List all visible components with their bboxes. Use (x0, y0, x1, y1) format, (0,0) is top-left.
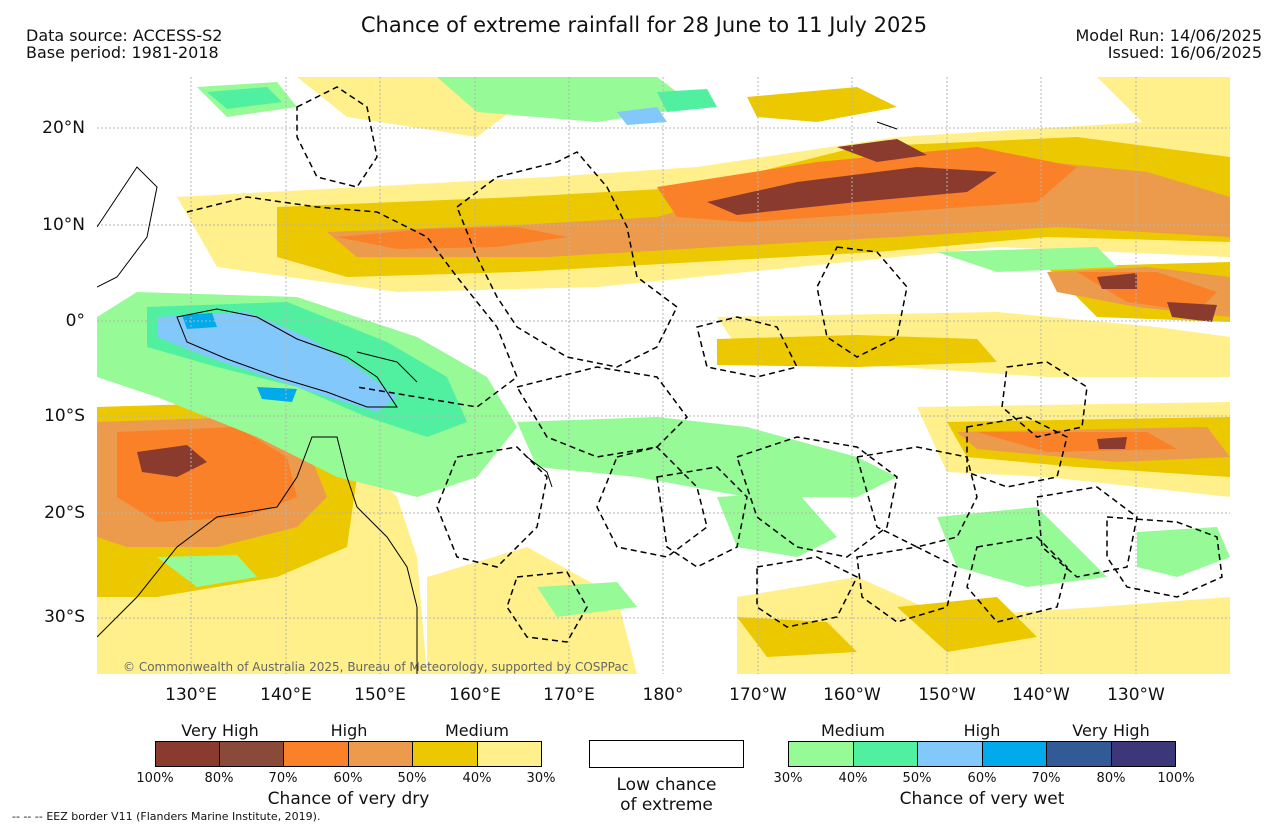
eez-dash-sample: -- -- -- (12, 810, 43, 823)
legend-dry-band-medium: Medium (445, 721, 509, 740)
legend-wet-tick: 80% (1096, 771, 1126, 786)
lat-label-10n: 10°N (42, 215, 85, 235)
map-title: Chance of extreme rainfall for 28 June t… (360, 13, 928, 37)
legend-wet-band-medium: Medium (821, 721, 885, 740)
lat-label-20n: 20°N (42, 118, 85, 138)
rainfall-map: © Commonwealth of Australia 2025, Bureau… (97, 77, 1230, 674)
legend-wet-tick: 100% (1157, 771, 1195, 786)
graticule (97, 77, 1230, 674)
legend-low-caption-line1: Low chance (616, 775, 717, 795)
legend-dry-caption: Chance of very dry (267, 789, 430, 809)
lon-label-130e: 130°E (165, 685, 217, 705)
legend-low-swatch (589, 740, 744, 768)
legend-wet-swatch-4 (982, 741, 1047, 767)
legend-wet-swatch-2 (853, 741, 918, 767)
legend-dry-band-very-high: Very High (181, 721, 259, 740)
lon-label-170w: 170°W (729, 685, 787, 705)
data-source-label: Data source: ACCESS-S2 (26, 26, 223, 45)
lon-label-170e: 170°E (543, 685, 595, 705)
legend-dry-swatch-5 (412, 741, 478, 767)
lon-label-160e: 160°E (449, 685, 501, 705)
lon-label-130w: 130°W (1107, 685, 1165, 705)
eez-note: EEZ border V11 (Flanders Marine Institut… (46, 810, 321, 823)
base-period-label: Base period: 1981-2018 (26, 43, 219, 62)
lon-label-140e: 140°E (260, 685, 312, 705)
lat-label-equator: 0° (65, 311, 85, 331)
lat-label-10s: 10°S (44, 406, 85, 426)
legend-wet-band-high: High (963, 721, 1001, 740)
eez-borders (186, 86, 1223, 643)
wet-30-40-areas (97, 77, 1230, 617)
legend-wet-tick: 50% (902, 771, 932, 786)
legend-dry-tick: 30% (526, 771, 556, 786)
legend-wet-swatch-6 (1111, 741, 1176, 767)
coastlines (97, 121, 898, 674)
legend-dry-swatch-3 (283, 741, 349, 767)
model-run-label: Model Run: 14/06/2025 (1075, 26, 1263, 45)
legend-dry-swatch-6 (477, 741, 542, 767)
lat-label-30s: 30°S (44, 607, 85, 627)
legend-wet-caption: Chance of very wet (899, 789, 1065, 809)
lon-label-150e: 150°E (354, 685, 406, 705)
legend-dry-tick: 60% (333, 771, 363, 786)
legend-dry-band-high: High (330, 721, 368, 740)
legend-dry-swatch-4 (348, 741, 413, 767)
legend-dry-tick: 70% (268, 771, 298, 786)
legend-dry-tick: 80% (204, 771, 234, 786)
legend-low-caption-line2: of extreme (620, 795, 713, 815)
legend-wet-tick: 70% (1031, 771, 1061, 786)
legend-wet-tick: 40% (838, 771, 868, 786)
legend-dry-tick: 40% (462, 771, 492, 786)
map-credit: © Commonwealth of Australia 2025, Bureau… (123, 660, 628, 674)
lat-label-20s: 20°S (44, 503, 85, 523)
legend-wet-swatch-5 (1046, 741, 1112, 767)
lon-label-150w: 150°W (918, 685, 976, 705)
eez-legend: -- -- -- EEZ border V11 (Flanders Marine… (12, 810, 320, 823)
legend-wet-swatch-3 (917, 741, 983, 767)
legend-wet-tick: 30% (773, 771, 803, 786)
legend-wet-tick: 60% (967, 771, 997, 786)
legend-dry-tick: 50% (397, 771, 427, 786)
lon-label-160w: 160°W (823, 685, 881, 705)
lon-label-140w: 140°W (1012, 685, 1070, 705)
legend-wet-band-very-high: Very High (1072, 721, 1150, 740)
wet-50-60-areas (157, 107, 667, 412)
legend-dry-swatch-1 (155, 741, 220, 767)
lon-label-180: 180° (642, 685, 684, 705)
issued-label: Issued: 16/06/2025 (1107, 43, 1262, 62)
legend-wet-swatch-1 (788, 741, 854, 767)
legend-dry-tick: 100% (136, 771, 174, 786)
legend-dry-swatch-2 (219, 741, 284, 767)
